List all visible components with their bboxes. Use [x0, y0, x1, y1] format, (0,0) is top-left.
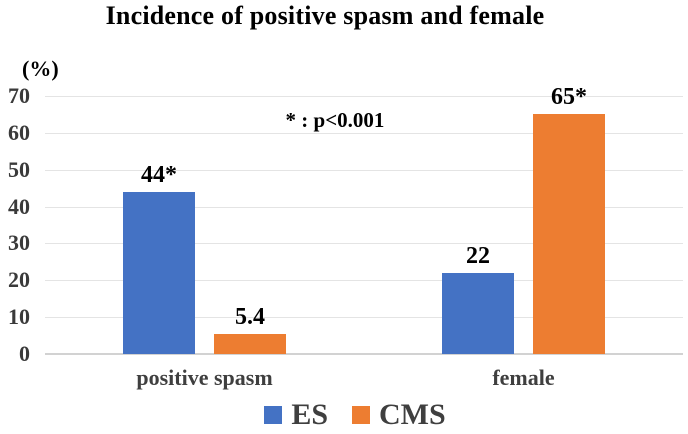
y-tick-label: 20: [8, 267, 30, 293]
bar-value-label: 65*: [551, 84, 587, 111]
gridline: [45, 280, 683, 282]
legend-swatch-es: [264, 406, 283, 424]
bar-es-female: [442, 272, 514, 354]
bar-value-label: 44*: [141, 161, 177, 188]
x-axis-line: [45, 353, 683, 355]
legend-swatch-cms: [352, 406, 371, 424]
gridline: [45, 169, 683, 171]
legend: ES CMS: [0, 399, 688, 431]
bar-value-label: 22: [466, 242, 490, 269]
significance-annotation: * : p<0.001: [285, 108, 385, 132]
bar-es-positive-spasm: [123, 191, 195, 354]
legend-item-cms: CMS: [352, 399, 446, 431]
chart-title: Incidence of positive spasm and female: [105, 1, 545, 30]
legend-label: ES: [291, 398, 329, 431]
x-category-label: female: [492, 365, 555, 390]
bar-value-label: 5.4: [235, 304, 265, 331]
bar-cms-female: [533, 114, 605, 354]
y-axis-unit-label: (%): [22, 56, 59, 81]
gridline: [45, 96, 683, 97]
y-tick-label: 60: [8, 119, 30, 145]
y-tick-label: 50: [8, 156, 30, 182]
legend-item-es: ES: [264, 399, 328, 431]
x-category-label: positive spasm: [136, 365, 273, 390]
y-tick-label: 40: [8, 193, 30, 219]
legend-label: CMS: [379, 398, 446, 431]
y-tick-label: 0: [19, 341, 30, 366]
y-tick-label: 30: [8, 230, 30, 256]
gridline: [45, 132, 683, 134]
gridline: [45, 243, 683, 245]
gridline: [45, 206, 683, 208]
y-tick-label: 10: [8, 304, 30, 330]
y-tick-label: 70: [8, 83, 30, 108]
bar-cms-positive-spasm: [214, 334, 286, 354]
gridline: [45, 317, 683, 319]
